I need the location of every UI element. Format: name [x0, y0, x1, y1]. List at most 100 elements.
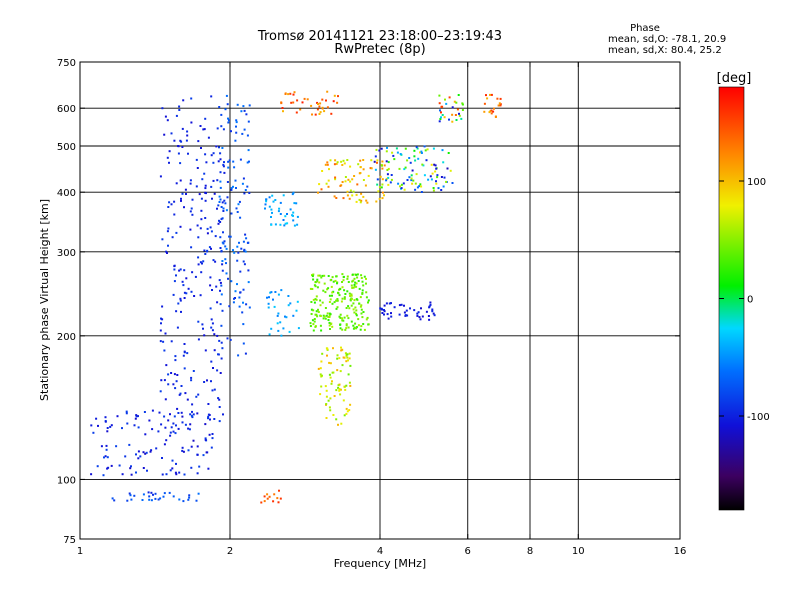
data-point	[219, 186, 222, 189]
data-point	[137, 415, 139, 418]
data-point	[247, 269, 250, 272]
data-point	[350, 320, 353, 323]
data-point	[427, 315, 430, 317]
data-point	[200, 197, 203, 200]
data-point	[169, 434, 172, 437]
data-point	[331, 302, 334, 305]
data-point	[142, 451, 145, 454]
data-point	[133, 424, 136, 427]
data-point	[325, 395, 328, 398]
data-point	[172, 383, 175, 386]
data-point	[225, 272, 228, 275]
data-point	[200, 271, 203, 274]
data-point	[353, 283, 356, 286]
data-point	[429, 175, 432, 178]
data-point	[413, 155, 416, 158]
data-point	[352, 308, 355, 311]
data-point	[485, 94, 487, 97]
data-point	[211, 437, 214, 440]
data-point	[408, 157, 411, 159]
data-point	[279, 497, 282, 500]
data-point	[188, 496, 191, 499]
data-point	[165, 250, 168, 253]
data-point	[212, 179, 215, 182]
data-point	[366, 201, 369, 204]
data-point	[121, 473, 124, 476]
data-point	[343, 289, 346, 292]
data-point	[349, 364, 352, 367]
data-point	[180, 197, 182, 200]
data-point	[331, 276, 334, 279]
data-point	[219, 221, 222, 223]
data-point	[360, 274, 363, 277]
data-point	[181, 446, 184, 449]
data-point	[396, 151, 399, 154]
data-point	[238, 296, 241, 299]
data-point	[178, 269, 181, 272]
data-point	[200, 218, 203, 221]
data-point	[383, 304, 386, 307]
data-point	[202, 260, 205, 263]
data-point	[182, 354, 185, 357]
data-point	[449, 169, 452, 172]
data-point	[235, 125, 237, 128]
y-tick-label: 750	[57, 58, 76, 69]
data-point	[185, 139, 188, 142]
data-point	[175, 231, 178, 234]
data-point	[225, 209, 228, 212]
data-point	[360, 277, 363, 279]
data-point	[381, 197, 384, 200]
data-point	[321, 274, 324, 277]
data-point	[357, 324, 360, 327]
data-point	[181, 421, 184, 424]
data-point	[387, 317, 390, 320]
data-point	[218, 279, 221, 282]
data-point	[441, 149, 444, 152]
data-point	[240, 247, 243, 250]
data-point	[423, 174, 426, 177]
data-point	[280, 102, 283, 105]
data-point	[222, 207, 225, 210]
data-point	[292, 219, 295, 222]
data-point	[141, 499, 144, 501]
data-point	[219, 180, 222, 183]
data-point	[318, 281, 321, 284]
data-point	[207, 413, 210, 416]
data-point	[265, 200, 268, 203]
data-point	[239, 291, 242, 294]
data-point	[197, 393, 200, 396]
data-point	[353, 311, 356, 314]
data-point	[334, 279, 337, 282]
data-point	[453, 100, 456, 103]
data-point	[367, 299, 370, 302]
data-point	[392, 154, 395, 157]
data-point	[339, 323, 342, 326]
data-point	[220, 206, 223, 208]
x-axis-label: Frequency [MHz]	[334, 557, 426, 570]
data-point	[344, 176, 347, 178]
data-point	[350, 284, 353, 287]
data-point	[102, 474, 105, 477]
data-point	[170, 372, 173, 374]
data-point	[326, 288, 329, 291]
data-point	[341, 364, 344, 367]
data-point	[355, 282, 358, 285]
data-point	[197, 256, 200, 259]
data-point	[147, 491, 150, 494]
y-axis-label: Stationary phase Virtual Height [km]	[38, 199, 51, 401]
data-point	[95, 417, 98, 420]
data-point	[486, 97, 489, 100]
data-point	[221, 263, 224, 266]
data-point	[355, 312, 358, 315]
data-point	[181, 449, 184, 452]
data-point	[353, 277, 356, 280]
data-point	[353, 285, 356, 288]
data-point	[448, 118, 450, 121]
data-point	[347, 305, 350, 308]
data-point	[235, 121, 238, 124]
data-point	[219, 158, 222, 161]
data-point	[178, 393, 181, 396]
data-point	[451, 113, 454, 116]
data-point	[330, 322, 333, 325]
data-point	[276, 322, 279, 325]
